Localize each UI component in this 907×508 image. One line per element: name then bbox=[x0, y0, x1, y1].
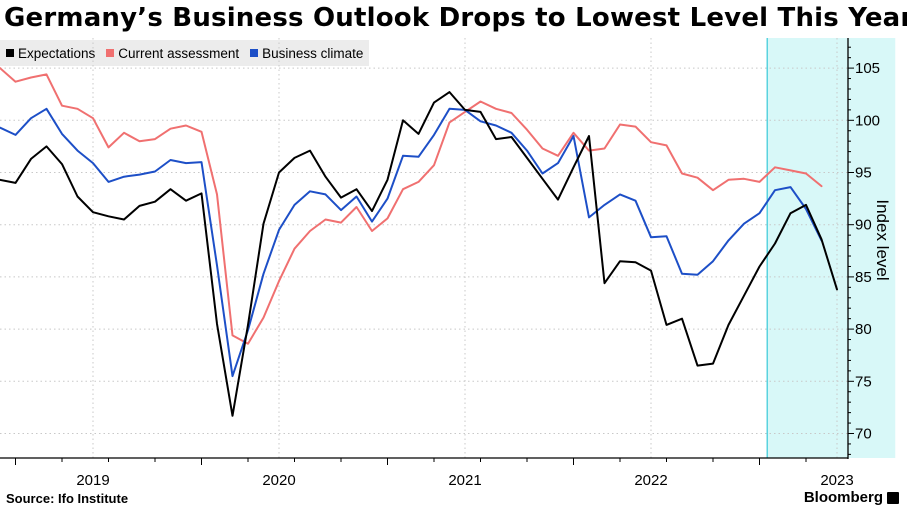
x-tick-label-2022: 2022 bbox=[634, 472, 667, 489]
y-tick-label-95: 95 bbox=[855, 165, 872, 182]
y-axis-label: Index level bbox=[873, 199, 892, 281]
x-tick-label-2023: 2023 bbox=[820, 472, 853, 489]
legend-item-business-climate: Business climate bbox=[250, 46, 363, 61]
legend-item-current-assessment: Current assessment bbox=[106, 46, 239, 61]
y-tick-label-80: 80 bbox=[855, 321, 872, 338]
brand-name: Bloomberg bbox=[803, 489, 883, 506]
y-tick-label-85: 85 bbox=[855, 269, 872, 286]
legend-swatch-business-climate bbox=[250, 49, 259, 57]
x-tick-label-2019: 2019 bbox=[76, 472, 109, 489]
x-tick-label-2021: 2021 bbox=[448, 472, 481, 489]
y-tick-label-90: 90 bbox=[855, 217, 872, 234]
series-line-expectations bbox=[0, 91, 838, 417]
source-note: Source: Ifo Institute bbox=[6, 491, 129, 506]
y-tick-label-100: 100 bbox=[855, 112, 880, 129]
highlight-band bbox=[767, 38, 896, 458]
legend-item-expectations: Expectations bbox=[6, 46, 95, 61]
y-tick-label-70: 70 bbox=[855, 426, 872, 443]
brand-logo: Bloomberg bbox=[804, 489, 899, 506]
legend-label-current-assessment: Current assessment bbox=[118, 45, 240, 61]
legend-label-expectations: Expectations bbox=[18, 45, 96, 61]
series-line-current-assessment bbox=[0, 67, 823, 345]
x-tick-label-2020: 2020 bbox=[262, 472, 295, 489]
bloomberg-logo-icon bbox=[887, 491, 899, 504]
y-tick-label-105: 105 bbox=[855, 60, 880, 77]
y-tick-label-75: 75 bbox=[855, 373, 872, 390]
legend-swatch-current-assessment bbox=[106, 49, 115, 57]
series-line-business-climate bbox=[0, 107, 823, 378]
chart-legend: Expectations Current assessment Business… bbox=[0, 40, 370, 66]
chart-title: Germany’s Business Outlook Drops to Lowe… bbox=[4, 3, 907, 33]
legend-swatch-expectations bbox=[6, 49, 14, 57]
legend-label-business-climate: Business climate bbox=[262, 45, 364, 61]
